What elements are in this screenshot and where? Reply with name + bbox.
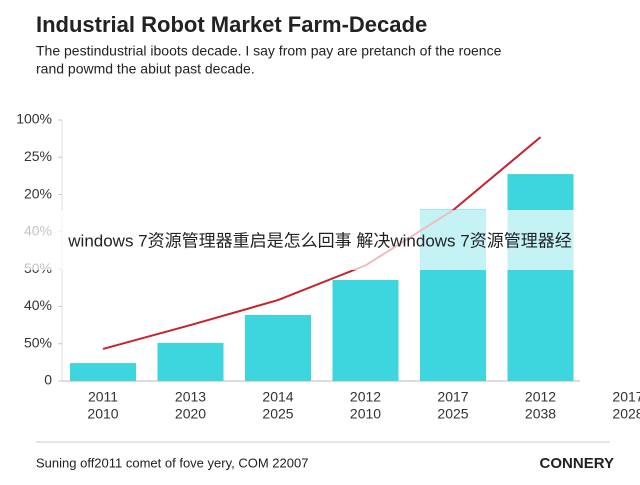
bar (157, 342, 224, 381)
x-tick-label: 2038 (525, 406, 556, 422)
y-tick-label: 0 (44, 372, 52, 388)
y-tick-label: 40% (24, 297, 52, 313)
overlay-text: windows 7资源管理器重启是怎么回事 解决windows 7资源管理器经 (67, 231, 571, 250)
overlay-band (0, 210, 640, 270)
x-tick-label: 2017 (612, 389, 640, 405)
footer: Suning off2011 comet of fove yery, COM 2… (36, 455, 308, 470)
subtitle: The pestindustrial iboots decade. I say … (36, 43, 502, 59)
x-tick-label: 2014 (262, 389, 293, 405)
x-tick-label: 2010 (350, 406, 381, 422)
x-tick-label: 2012 (350, 389, 381, 405)
y-tick-label: 50% (24, 334, 52, 350)
x-tick-label: 2010 (87, 406, 118, 422)
x-tick-label: 2020 (175, 406, 206, 422)
y-tick-label: 20% (24, 185, 52, 201)
subtitle: rand powmd the abiut past decade. (36, 61, 255, 77)
bar (245, 315, 311, 381)
trend-line (102, 136, 542, 350)
bar (507, 174, 574, 381)
chart-title: Industrial Robot Market Farm-Decade (36, 12, 427, 37)
x-tick-label: 2013 (175, 389, 206, 405)
y-tick-label: 25% (24, 148, 52, 164)
y-tick-label: 100% (16, 111, 52, 127)
x-tick-label: 2025 (437, 406, 468, 422)
bar (332, 279, 399, 381)
bar (70, 363, 136, 381)
x-tick-label: 2012 (525, 389, 556, 405)
x-tick-label: 2028 (612, 406, 640, 422)
x-tick-label: 2017 (437, 389, 468, 405)
x-tick-label: 2025 (262, 406, 293, 422)
brand: CONNERY (540, 455, 614, 472)
x-tick-label: 2011 (88, 389, 118, 405)
